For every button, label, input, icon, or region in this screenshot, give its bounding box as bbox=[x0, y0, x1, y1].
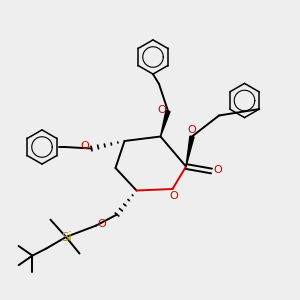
Polygon shape bbox=[160, 110, 170, 136]
Text: O: O bbox=[214, 165, 223, 176]
Polygon shape bbox=[186, 136, 194, 167]
Text: O: O bbox=[80, 141, 89, 151]
Text: O: O bbox=[157, 105, 166, 116]
Text: O: O bbox=[98, 219, 106, 230]
Text: O: O bbox=[169, 190, 178, 201]
Text: O: O bbox=[188, 125, 196, 135]
Text: Si: Si bbox=[61, 231, 72, 244]
